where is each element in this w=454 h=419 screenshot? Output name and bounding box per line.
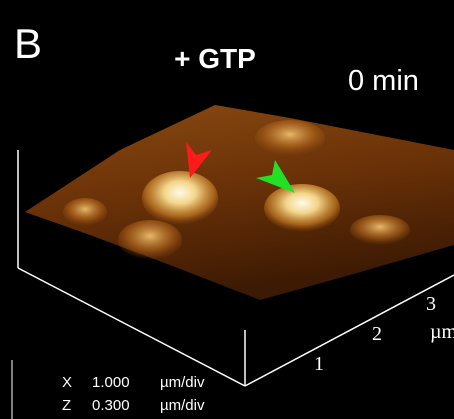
time-label: 0 min (348, 65, 419, 97)
axis-tick-label: 2 (372, 323, 382, 345)
scale-axis: Z (62, 397, 71, 414)
axis-box (11, 150, 454, 419)
surface-features (63, 120, 410, 260)
condition-label: + GTP (174, 43, 256, 74)
scale-axis: X (62, 374, 72, 391)
scale-value: 0.300 (92, 397, 130, 414)
scale-unit: µm/div (160, 374, 205, 391)
afm-surface (25, 105, 454, 300)
red-arrowhead (186, 142, 212, 178)
scale-unit: µm/div (160, 397, 205, 414)
panel-label: B (14, 20, 42, 67)
axis-tick-label: 1 (314, 353, 324, 375)
axis-tick-label: 3 (426, 293, 436, 315)
scale-value: 1.000 (92, 374, 130, 391)
axis-unit: µm (430, 321, 454, 343)
green-arrowhead (256, 160, 295, 193)
